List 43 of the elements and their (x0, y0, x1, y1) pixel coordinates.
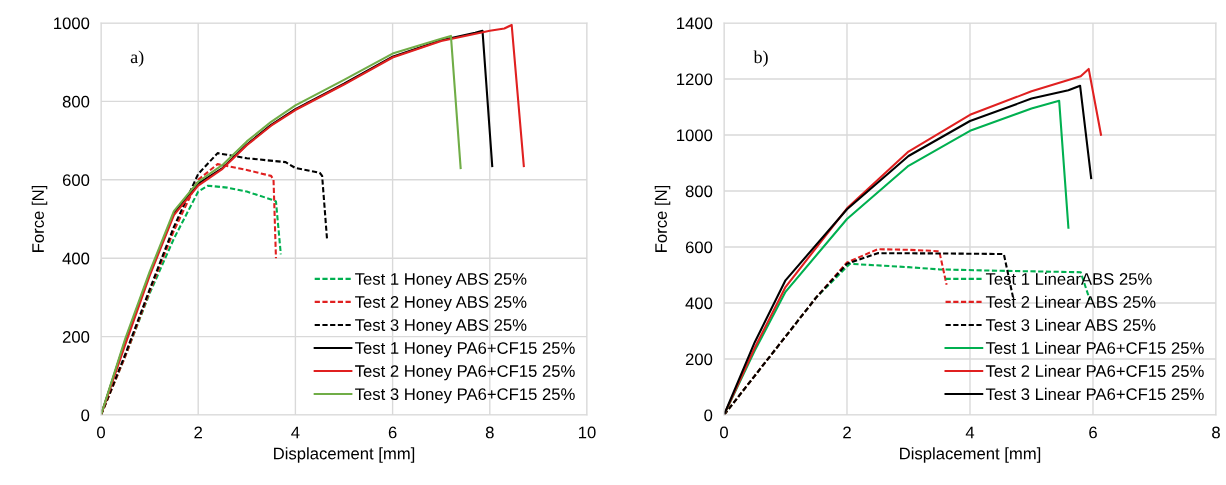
y-tick-label: 1400 (677, 17, 713, 30)
y-tick-label: 200 (685, 353, 713, 366)
y-tick-label: 0 (704, 409, 713, 422)
x-axis-title: Displacement [mm] (900, 447, 1041, 463)
y-tick-label: 800 (62, 95, 90, 108)
y-tick-label: 600 (62, 174, 90, 186)
y-axis-title: Force [N] (31, 185, 48, 252)
legend-label: Test 3 Honey PA6+CF15 25% (355, 388, 575, 404)
x-tick-label: 8 (1212, 426, 1220, 439)
legend-label: Test 2 Linear PA6+CF15 25% (985, 364, 1204, 377)
x-tick-label: 8 (485, 426, 494, 439)
y-tick-label: 400 (685, 297, 713, 310)
y-tick-label: 1200 (677, 73, 713, 86)
legend-label: Test 3 Linear ABS 25% (985, 318, 1156, 331)
legend-label: Test 2 Linear ABS 25% (985, 295, 1156, 308)
x-tick-label: 6 (388, 426, 397, 439)
y-tick-label: 600 (685, 241, 713, 254)
y-tick-label: 0 (81, 409, 90, 422)
x-tick-label: 6 (1089, 426, 1097, 439)
x-tick-label: 4 (965, 426, 975, 439)
y-axis-title: Force [N] (654, 185, 671, 252)
legend-label: Test 2 Honey ABS 25% (355, 296, 527, 312)
y-tick-label: 1000 (54, 17, 90, 30)
legend-label: Test 3 Linear PA6+CF15 25% (985, 387, 1204, 401)
legend-label: Test 1 Honey PA6+CF15 25% (355, 342, 575, 358)
legend-label: Test 1 Linear PA6+CF15 25% (985, 341, 1204, 354)
y-tick-label: 1000 (677, 129, 713, 142)
legend-label: Test 3 Honey ABS 25% (355, 319, 527, 335)
legend-label: Test 2 Honey PA6+CF15 25% (355, 365, 575, 381)
y-tick-label: 800 (685, 185, 713, 198)
x-tick-label: 0 (720, 426, 728, 439)
y-tick-label: 400 (62, 252, 90, 265)
x-tick-label: 4 (291, 426, 300, 439)
x-tick-label: 0 (97, 426, 105, 439)
annotation: a) (130, 50, 144, 67)
x-tick-label: 2 (194, 426, 202, 439)
x-axis-title: Displacement [mm] (274, 447, 415, 463)
x-tick-label: 10 (579, 426, 596, 439)
annotation: b) (753, 50, 768, 67)
x-tick-label: 2 (843, 426, 851, 439)
legend-label: Test 1 LinearABS 25% (985, 272, 1152, 285)
legend-label: Test 1 Honey ABS 25% (355, 273, 527, 289)
y-tick-label: 200 (62, 331, 90, 343)
